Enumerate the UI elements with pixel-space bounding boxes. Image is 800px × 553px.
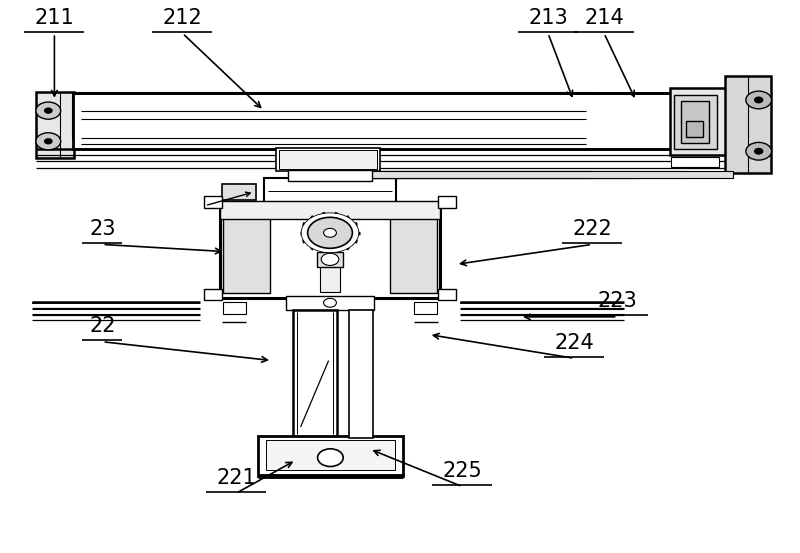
Circle shape <box>308 217 352 248</box>
Text: 224: 224 <box>554 333 594 353</box>
Bar <box>279 150 377 169</box>
Text: 211: 211 <box>34 8 74 28</box>
Text: 223: 223 <box>598 291 638 311</box>
Bar <box>438 289 456 300</box>
Bar <box>390 207 437 293</box>
Circle shape <box>36 102 61 119</box>
Bar <box>686 121 703 137</box>
Bar <box>266 440 395 470</box>
Bar <box>36 92 74 158</box>
Bar <box>681 101 709 143</box>
Bar <box>349 310 373 438</box>
Circle shape <box>754 149 762 154</box>
Bar <box>258 436 403 476</box>
Circle shape <box>323 228 336 237</box>
Bar <box>222 184 256 200</box>
Bar <box>220 201 440 219</box>
Bar <box>362 171 733 178</box>
Circle shape <box>754 97 762 103</box>
Circle shape <box>318 449 343 467</box>
Text: 222: 222 <box>572 219 612 239</box>
Bar <box>220 202 440 298</box>
Bar <box>204 289 222 300</box>
Text: 213: 213 <box>528 8 568 28</box>
Bar <box>288 170 372 181</box>
Bar <box>670 88 730 155</box>
Bar <box>321 253 340 292</box>
Text: 23: 23 <box>89 219 116 239</box>
Text: 212: 212 <box>162 8 202 28</box>
Text: 22: 22 <box>89 316 116 336</box>
Bar <box>73 93 674 149</box>
Bar <box>317 252 342 267</box>
Circle shape <box>321 253 339 265</box>
Bar <box>264 178 396 205</box>
Bar <box>293 310 337 438</box>
Circle shape <box>301 213 358 253</box>
Text: 225: 225 <box>442 461 482 481</box>
Circle shape <box>44 108 52 113</box>
Bar <box>671 157 719 167</box>
Bar <box>290 171 589 178</box>
Bar <box>338 171 685 178</box>
Bar <box>276 148 380 171</box>
Bar <box>73 93 594 138</box>
Bar <box>414 302 437 314</box>
Circle shape <box>323 299 336 307</box>
Bar <box>223 302 246 314</box>
Bar <box>223 207 270 293</box>
Bar <box>314 171 637 178</box>
Circle shape <box>44 139 52 144</box>
Bar <box>204 196 222 208</box>
Circle shape <box>746 91 771 109</box>
Text: 221: 221 <box>216 468 256 488</box>
Bar <box>438 196 456 208</box>
Bar <box>725 76 771 173</box>
Circle shape <box>746 143 771 160</box>
Circle shape <box>36 133 61 150</box>
Bar <box>286 296 374 310</box>
Bar <box>674 95 717 149</box>
Text: 214: 214 <box>584 8 624 28</box>
